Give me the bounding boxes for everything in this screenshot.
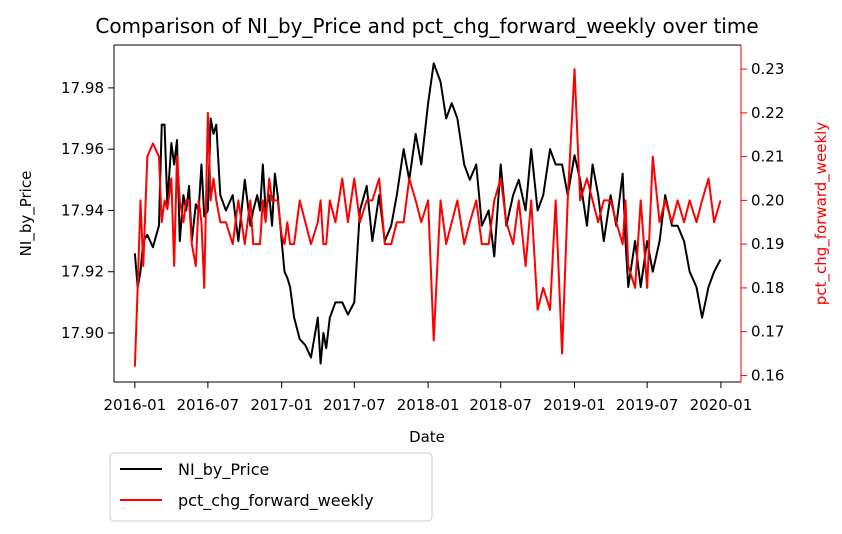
x-tick-label: 2016-01 xyxy=(104,396,167,414)
y-right-tick-label: 0.20 xyxy=(751,191,784,209)
x-axis-label: Date xyxy=(409,428,445,446)
x-tick-label: 2018-01 xyxy=(397,396,460,414)
y-left-tick-label: 17.96 xyxy=(61,140,104,158)
y-right-tick-label: 0.23 xyxy=(751,60,784,78)
legend: NI_by_Price pct_chg_forward_weekly xyxy=(109,452,433,522)
legend-frame xyxy=(109,452,433,522)
y-right-tick-label: 0.21 xyxy=(751,148,784,166)
x-tick-label: 2017-07 xyxy=(323,396,386,414)
x-tick-label: 2017-01 xyxy=(250,396,313,414)
series-line-ni-by-price xyxy=(133,62,722,365)
axes-layer: 2016-01 2016-07 2017-01 2017-07 2018-01 2018-… xyxy=(61,44,784,414)
y-right-tick-label: 0.16 xyxy=(751,366,784,384)
series-line-pct-chg-forward-weekly xyxy=(133,68,722,367)
y-left-tick-label: 17.90 xyxy=(61,324,104,342)
legend-label-ni-by-price: NI_by_Price xyxy=(178,460,269,480)
y-left-tick-label: 17.98 xyxy=(61,79,104,97)
y-left-tick-label: 17.92 xyxy=(61,263,104,281)
y-right-tick-label: 0.22 xyxy=(751,104,784,122)
chart-title: Comparison of NI_by_Price and pct_chg_fo… xyxy=(95,14,758,38)
y-right-tick-label: 0.18 xyxy=(751,279,784,297)
y-left-tick-label: 17.94 xyxy=(61,201,104,219)
y-axis-right-label: pct_chg_forward_weekly xyxy=(812,122,831,306)
x-tick-label: 2019-01 xyxy=(543,396,606,414)
x-tick-label: 2018-07 xyxy=(469,396,532,414)
legend-label-pct-chg-forward-weekly: pct_chg_forward_weekly xyxy=(178,491,374,511)
x-tick-label: 2016-07 xyxy=(177,396,240,414)
series-layer xyxy=(133,62,722,367)
x-tick-label: 2019-07 xyxy=(616,396,679,414)
plot-area xyxy=(114,45,741,382)
y-right-tick-label: 0.17 xyxy=(751,323,784,341)
y-right-tick-label: 0.19 xyxy=(751,235,784,253)
y-axis-left-label: NI_by_Price xyxy=(17,171,36,257)
x-tick-label: 2020-01 xyxy=(690,396,753,414)
